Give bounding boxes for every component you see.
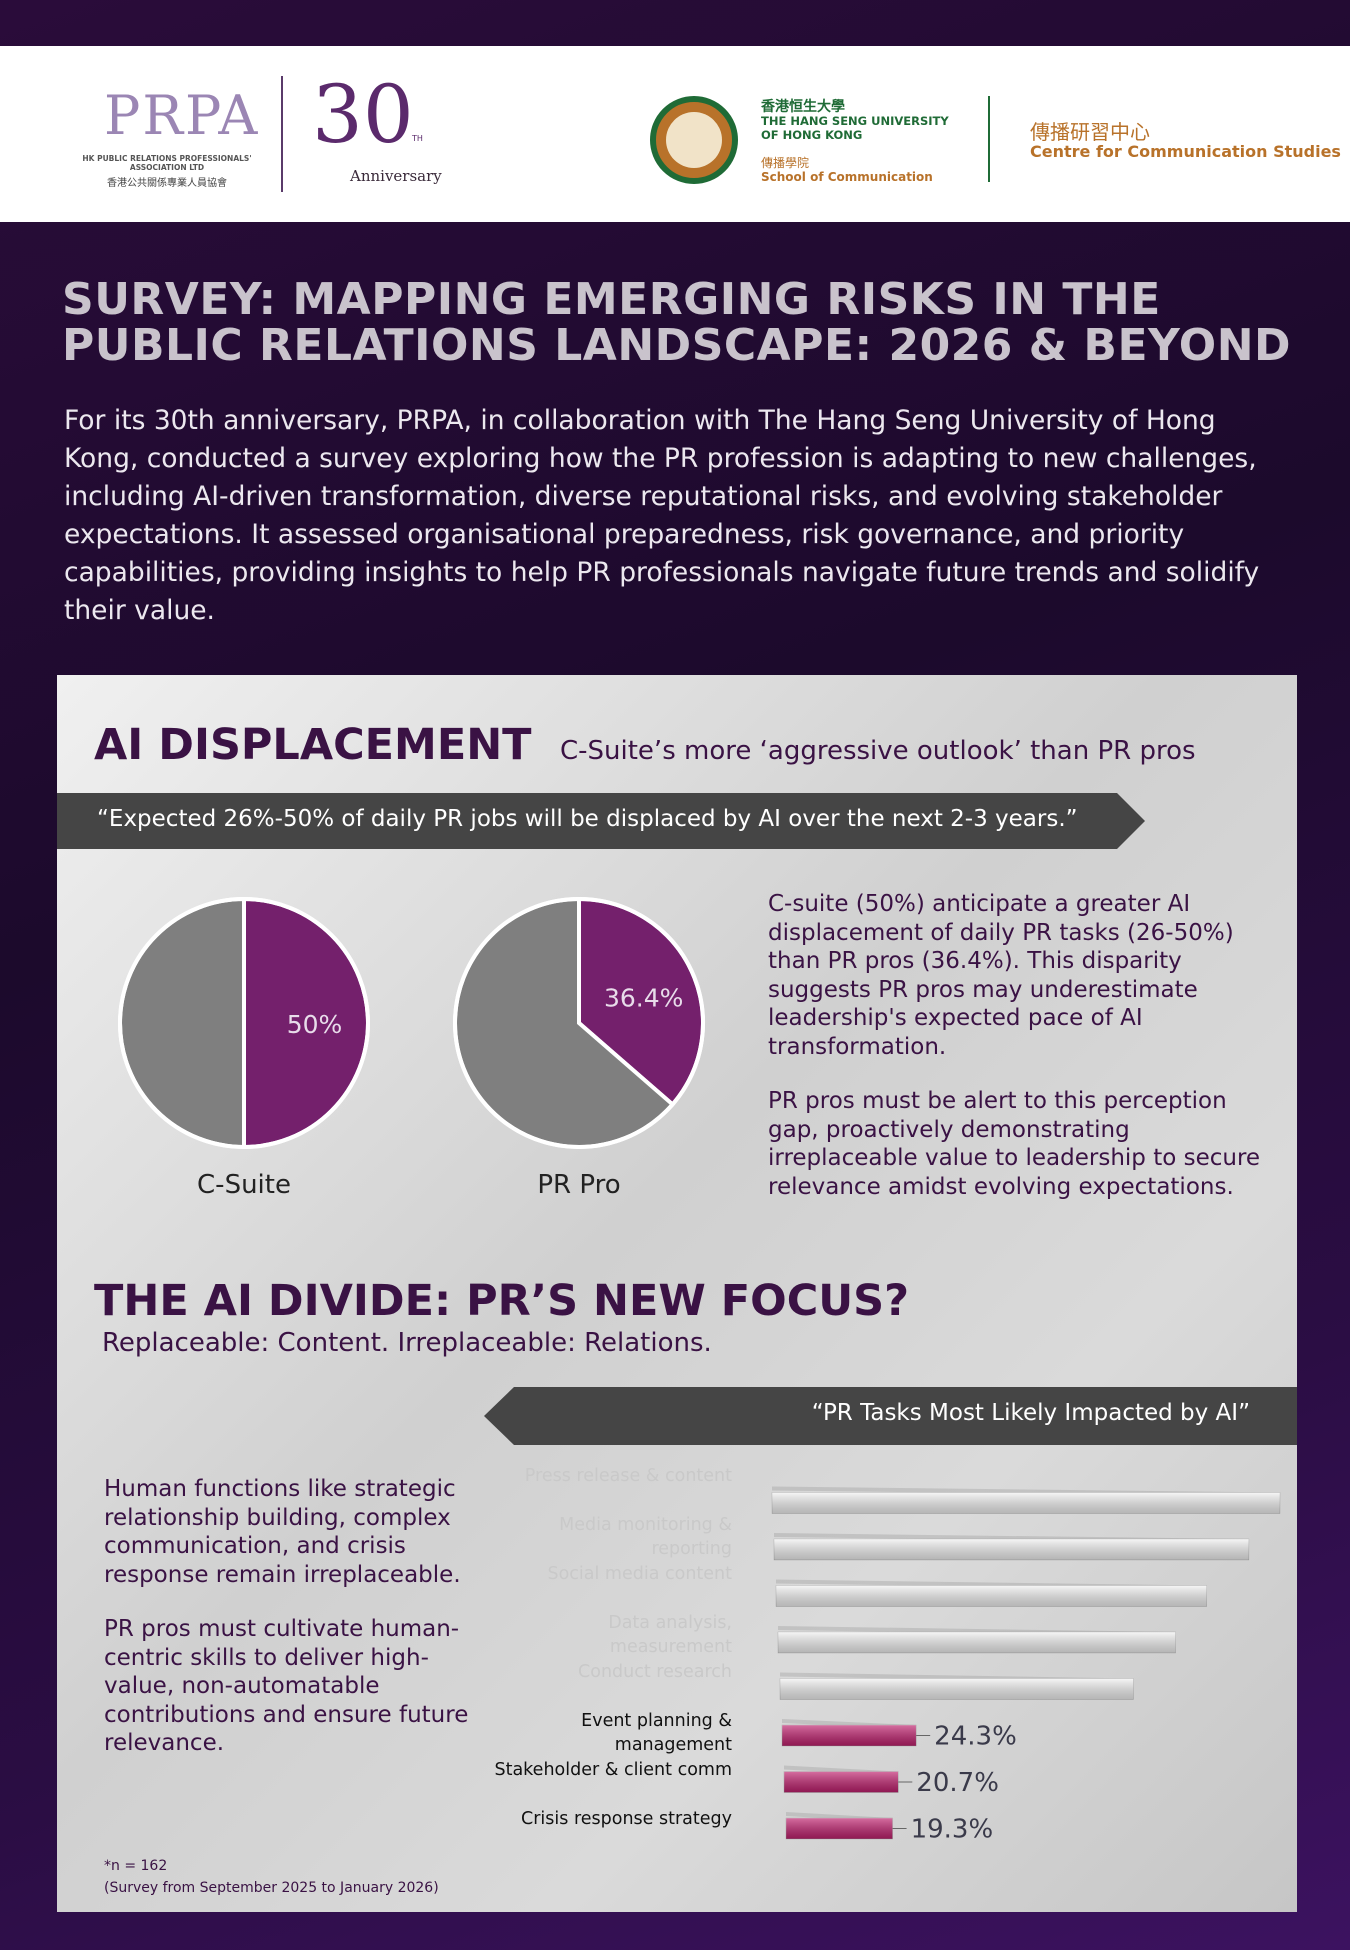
university: THE HANG SENG UNIVERSITY OF HONG KONG: [761, 114, 949, 142]
category-label: Social media content: [547, 1564, 732, 1584]
category-label: Data analysis, measurement: [608, 1613, 732, 1657]
pie-slice: [118, 896, 246, 1150]
quote-banner: [57, 793, 1145, 849]
footnote: (Survey from September 2025 to January 2…: [104, 1880, 439, 1896]
title: PUBLIC RELATIONS LANDSCAPE: 2026 & BEYON…: [62, 320, 1292, 371]
title: SURVEY: MAPPING EMERGING RISKS IN THE: [62, 274, 1161, 325]
university-zh: 香港恒生大學: [761, 99, 845, 115]
school-zh: 傳播學院: [761, 156, 810, 170]
chart-banner: [484, 1387, 1297, 1445]
anniversary-suffix: TH: [412, 134, 423, 143]
section-heading: THE AI DIVIDE: PR’S NEW FOCUS?: [94, 1276, 910, 1326]
value-label: 24.3%: [934, 1722, 1017, 1752]
bar-shade: [786, 1818, 893, 1839]
intro: For its 30th anniversary, PRPA, in colla…: [64, 405, 1260, 626]
pie-label: PR Pro: [537, 1170, 620, 1200]
commentary: Human functions like strategic relations…: [104, 1475, 494, 1784]
bar-shade: [784, 1771, 899, 1793]
anniversary-number: 30: [312, 68, 414, 161]
header: PRPA HK PUBLIC RELATIONS PROFESSIONALS' …: [0, 46, 1350, 222]
bar-shade: [780, 1678, 1134, 1700]
category-label: Press release & content: [524, 1466, 732, 1486]
pie-outline: [118, 897, 370, 1149]
category-label: Crisis response strategy: [521, 1809, 732, 1829]
quote: “Expected 26%-50% of daily PR jobs will …: [97, 806, 1078, 832]
paragraph: C-suite (50%) anticipate a greater AI di…: [768, 891, 1234, 1060]
category-label: Event planning & management: [581, 1711, 732, 1755]
centre: Centre for Communication Studies: [1030, 142, 1341, 161]
bar-shade: [778, 1632, 1176, 1653]
panel: [57, 675, 1297, 1912]
commentary: C-suite (50%) anticipate a greater AI di…: [768, 890, 1268, 1227]
bar-shade: [774, 1539, 1249, 1560]
category-label: Stakeholder & client comm: [494, 1760, 732, 1780]
bar-shade: [772, 1492, 1280, 1514]
bar-shade: [776, 1585, 1207, 1607]
section-subheading: Replaceable: Content. Irreplaceable: Rel…: [102, 1328, 712, 1358]
slice-label: 50%: [287, 1010, 343, 1039]
paragraph: PR pros must be alert to this perception…: [768, 1088, 1261, 1200]
chart-title: “PR Tasks Most Likely Impacted by AI”: [811, 1400, 1250, 1426]
divider: [281, 76, 283, 192]
slice-label: 36.4%: [604, 983, 683, 1012]
section-heading: AI DISPLACEMENT: [94, 720, 532, 770]
university-emblem: [650, 96, 738, 184]
section-subheading: C-Suite’s more ‘aggressive outlook’ than…: [560, 736, 1196, 766]
prpa-logo: PRPA: [104, 84, 260, 147]
value-label: 20.7%: [916, 1768, 999, 1798]
paragraph: PR pros must cultivate human-centric ski…: [104, 1616, 469, 1756]
category-label: Media monitoring & reporting: [559, 1515, 732, 1559]
footnote: *n = 162: [104, 1858, 168, 1874]
paragraph: Human functions like strategic relations…: [104, 1476, 461, 1588]
value-label: 19.3%: [911, 1815, 994, 1845]
bar-shade: [782, 1725, 917, 1746]
prpa-name: HK PUBLIC RELATIONS PROFESSIONALS' ASSOC…: [82, 154, 252, 172]
anniversary-text: Anniversary: [350, 167, 442, 185]
pie-outline: [453, 897, 705, 1149]
centre-zh: 傳播研習中心: [1030, 120, 1150, 144]
school: School of Communication: [761, 170, 933, 184]
divider: [988, 96, 990, 182]
category-label: Conduct research: [578, 1662, 732, 1682]
pie-label: C-Suite: [197, 1170, 291, 1200]
prpa-name-zh: 香港公共關係專業人員協會: [107, 178, 227, 189]
